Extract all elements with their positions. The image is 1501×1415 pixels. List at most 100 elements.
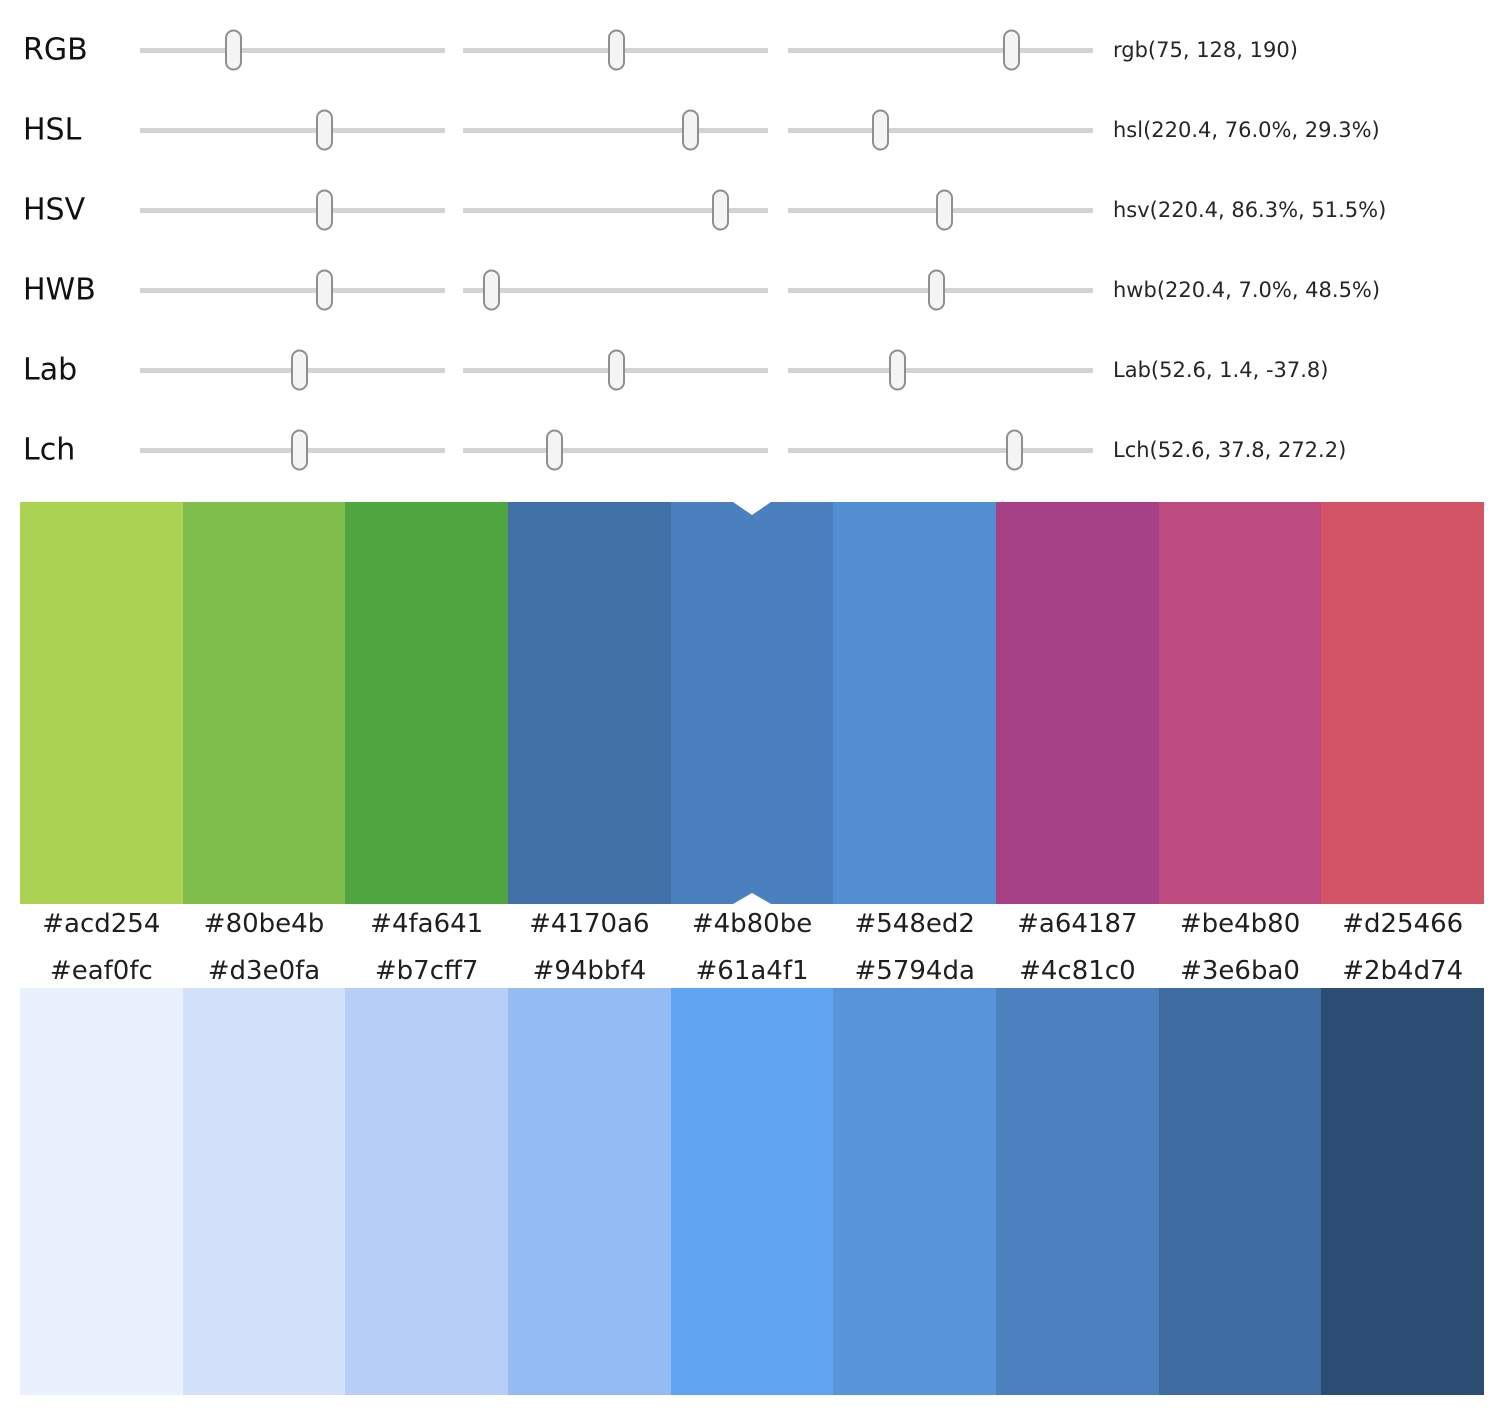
slider-thumb[interactable] bbox=[1005, 429, 1023, 471]
hwb-h-slider[interactable] bbox=[140, 260, 445, 320]
slider-thumb[interactable] bbox=[545, 429, 563, 471]
lch-c-slider[interactable] bbox=[463, 420, 768, 480]
slider-thumb[interactable] bbox=[872, 109, 890, 151]
row-label-hsl: HSL bbox=[23, 112, 82, 148]
slider-thumb[interactable] bbox=[316, 269, 334, 311]
hex-label: #2b4d74 bbox=[1342, 956, 1464, 986]
hwb-value-text: hwb(220.4, 7.0%, 48.5%) bbox=[1113, 278, 1381, 302]
slider-track bbox=[463, 287, 768, 293]
hex-labels-bottom: #eaf0fc #d3e0fa #b7cff7 #94bbf4 #61a4f1 … bbox=[20, 951, 1484, 991]
hsl-s-slider[interactable] bbox=[463, 100, 768, 160]
lab-b-slider[interactable] bbox=[788, 340, 1093, 400]
hsv-s-slider[interactable] bbox=[463, 180, 768, 240]
lch-l-slider[interactable] bbox=[140, 420, 445, 480]
hex-label: #4170a6 bbox=[529, 909, 650, 939]
row-label-hsv: HSV bbox=[23, 192, 86, 228]
slider-track bbox=[140, 207, 445, 213]
hex-label: #d3e0fa bbox=[207, 956, 321, 986]
slider-thumb[interactable] bbox=[483, 269, 501, 311]
palette-swatch[interactable] bbox=[345, 502, 509, 904]
palette-swatch[interactable] bbox=[996, 988, 1159, 1395]
hex-label: #d25466 bbox=[1342, 909, 1464, 939]
hex-labels-top: #acd254 #80be4b #4fa641 #4170a6 #4b80be … bbox=[20, 904, 1484, 944]
palette-swatch[interactable] bbox=[1321, 502, 1485, 904]
rgb-value-text: rgb(75, 128, 190) bbox=[1113, 38, 1298, 62]
palette-swatch[interactable] bbox=[182, 502, 346, 904]
hex-label: #94bbf4 bbox=[532, 956, 647, 986]
row-label-hwb: HWB bbox=[23, 272, 96, 308]
hsl-h-slider[interactable] bbox=[140, 100, 445, 160]
palette-swatch[interactable] bbox=[182, 988, 346, 1395]
hwb-w-slider[interactable] bbox=[463, 260, 768, 320]
hex-label: #b7cff7 bbox=[374, 956, 479, 986]
slider-track bbox=[788, 367, 1093, 373]
slider-track bbox=[140, 287, 445, 293]
slider-row-hsl: HSL hsl(220.4, 76.0%, 29.3%) bbox=[0, 100, 1501, 160]
hex-label: #4fa641 bbox=[370, 909, 484, 939]
slider-row-lch: Lch Lch(52.6, 37.8, 272.2) bbox=[0, 420, 1501, 480]
palette-swatch[interactable] bbox=[345, 988, 509, 1395]
slider-thumb[interactable] bbox=[1002, 29, 1020, 71]
row-label-rgb: RGB bbox=[23, 32, 88, 68]
hex-label: #4b80be bbox=[691, 909, 813, 939]
palette-swatch[interactable] bbox=[1321, 988, 1485, 1395]
slider-track bbox=[140, 47, 445, 53]
palette-swatch[interactable] bbox=[508, 502, 671, 904]
rgb-r-slider[interactable] bbox=[140, 20, 445, 80]
slider-track bbox=[788, 127, 1093, 133]
slider-thumb[interactable] bbox=[608, 349, 626, 391]
lab-value-text: Lab(52.6, 1.4, -37.8) bbox=[1113, 358, 1329, 382]
hex-label: #a64187 bbox=[1017, 909, 1138, 939]
hwb-b-slider[interactable] bbox=[788, 260, 1093, 320]
palette-swatch[interactable] bbox=[20, 502, 183, 904]
slider-thumb[interactable] bbox=[681, 109, 699, 151]
hex-label: #3e6ba0 bbox=[1180, 956, 1300, 986]
lch-h-slider[interactable] bbox=[788, 420, 1093, 480]
hex-label: #61a4f1 bbox=[695, 956, 809, 986]
slider-thumb[interactable] bbox=[889, 349, 907, 391]
palette-swatch[interactable] bbox=[20, 988, 183, 1395]
slider-thumb[interactable] bbox=[711, 189, 729, 231]
row-label-lab: Lab bbox=[23, 352, 78, 388]
hex-label: #80be4b bbox=[203, 909, 325, 939]
slider-thumb[interactable] bbox=[224, 29, 242, 71]
palette-swatch[interactable] bbox=[996, 502, 1159, 904]
hsv-h-slider[interactable] bbox=[140, 180, 445, 240]
palette-swatch[interactable] bbox=[833, 502, 997, 904]
slider-track bbox=[788, 47, 1093, 53]
palette-swatch[interactable] bbox=[1158, 988, 1322, 1395]
lab-l-slider[interactable] bbox=[140, 340, 445, 400]
slider-thumb[interactable] bbox=[291, 349, 309, 391]
palette-swatch[interactable] bbox=[833, 988, 997, 1395]
hex-label: #5794da bbox=[854, 956, 975, 986]
slider-thumb[interactable] bbox=[927, 269, 945, 311]
selected-notch-up-icon bbox=[733, 893, 772, 904]
slider-track bbox=[788, 447, 1093, 453]
hsv-v-slider[interactable] bbox=[788, 180, 1093, 240]
hex-label: #acd254 bbox=[42, 909, 161, 939]
lch-value-text: Lch(52.6, 37.8, 272.2) bbox=[1113, 438, 1347, 462]
hex-label: #be4b80 bbox=[1179, 909, 1301, 939]
rgb-g-slider[interactable] bbox=[463, 20, 768, 80]
palette-swatch[interactable] bbox=[670, 988, 834, 1395]
slider-thumb[interactable] bbox=[316, 189, 334, 231]
slider-thumb[interactable] bbox=[291, 429, 309, 471]
row-label-lch: Lch bbox=[23, 432, 76, 468]
palette-swatch-selected[interactable] bbox=[670, 502, 834, 904]
slider-thumb[interactable] bbox=[607, 29, 625, 71]
hsv-value-text: hsv(220.4, 86.3%, 51.5%) bbox=[1113, 198, 1387, 222]
lab-a-slider[interactable] bbox=[463, 340, 768, 400]
slider-track bbox=[463, 207, 768, 213]
palette-swatch[interactable] bbox=[1158, 502, 1322, 904]
slider-thumb[interactable] bbox=[316, 109, 334, 151]
hsl-value-text: hsl(220.4, 76.0%, 29.3%) bbox=[1113, 118, 1380, 142]
rgb-b-slider[interactable] bbox=[788, 20, 1093, 80]
slider-row-hsv: HSV hsv(220.4, 86.3%, 51.5%) bbox=[0, 180, 1501, 240]
palette-shade-ramp bbox=[20, 988, 1485, 1395]
palette-hue-variations bbox=[20, 502, 1485, 904]
palette-swatch[interactable] bbox=[508, 988, 671, 1395]
hsl-l-slider[interactable] bbox=[788, 100, 1093, 160]
slider-thumb[interactable] bbox=[936, 189, 954, 231]
selected-notch-down-icon bbox=[733, 502, 772, 515]
hex-label: #548ed2 bbox=[854, 909, 975, 939]
